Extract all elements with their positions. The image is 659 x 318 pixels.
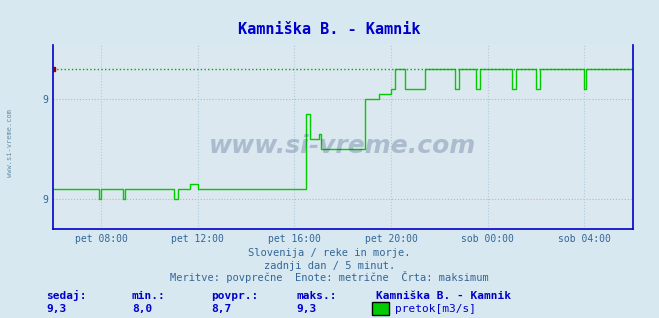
Text: www.si-vreme.com: www.si-vreme.com [209, 134, 476, 158]
Text: min.:: min.: [132, 291, 165, 301]
Text: 9,3: 9,3 [46, 304, 67, 314]
Text: zadnji dan / 5 minut.: zadnji dan / 5 minut. [264, 261, 395, 271]
Text: Meritve: povprečne  Enote: metrične  Črta: maksimum: Meritve: povprečne Enote: metrične Črta:… [170, 272, 489, 283]
Text: 8,0: 8,0 [132, 304, 152, 314]
Text: maks.:: maks.: [297, 291, 337, 301]
Text: 8,7: 8,7 [211, 304, 231, 314]
Text: 9,3: 9,3 [297, 304, 317, 314]
Text: povpr.:: povpr.: [211, 291, 258, 301]
Text: sedaj:: sedaj: [46, 290, 86, 301]
Text: Kamniška B. - Kamnik: Kamniška B. - Kamnik [376, 291, 511, 301]
Text: Kamniška B. - Kamnik: Kamniška B. - Kamnik [239, 22, 420, 37]
Text: www.si-vreme.com: www.si-vreme.com [7, 109, 13, 177]
Text: pretok[m3/s]: pretok[m3/s] [395, 304, 476, 314]
Text: Slovenija / reke in morje.: Slovenija / reke in morje. [248, 248, 411, 258]
